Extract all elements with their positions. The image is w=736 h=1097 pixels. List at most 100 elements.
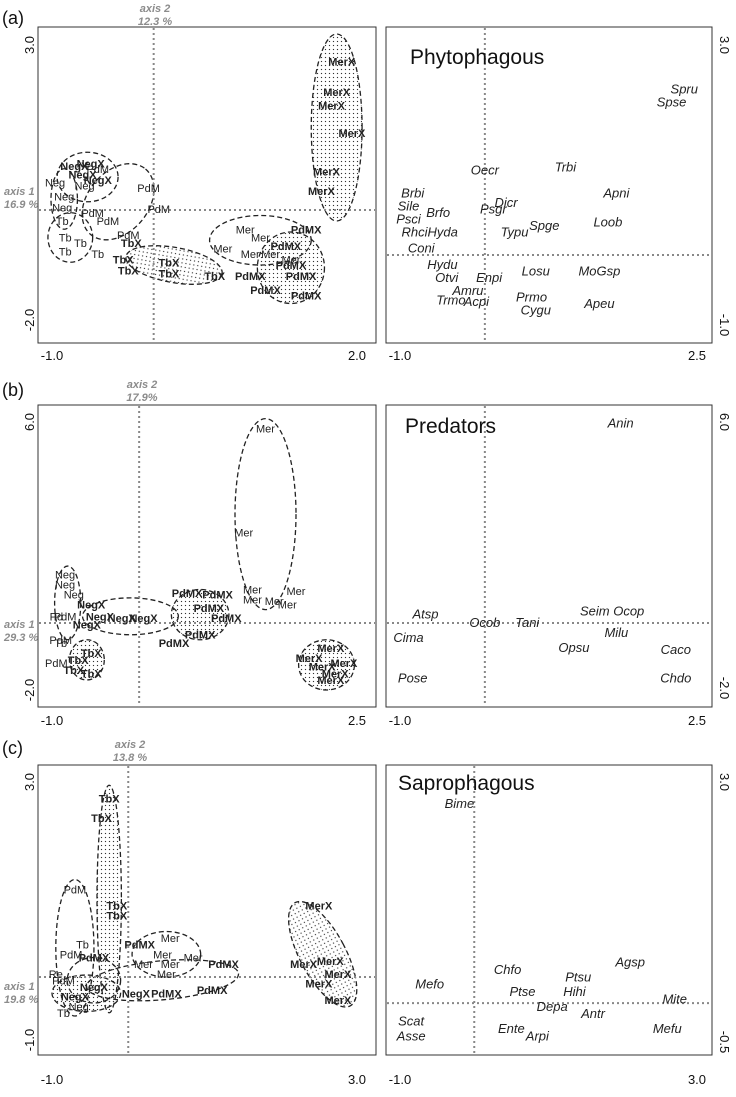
sample-label: PdMX <box>250 285 281 297</box>
sample-label: PdMX <box>197 985 228 997</box>
sample-label: MerX <box>313 167 341 179</box>
sample-label: Mer <box>234 528 253 540</box>
sample-label: Pd <box>50 611 63 623</box>
x-tick-label-max: 3.0 <box>688 1072 706 1087</box>
group-ellipse <box>55 878 95 1017</box>
sample-label: PdM <box>81 208 104 220</box>
axis2-percent: 13.8 % <box>113 752 147 764</box>
axis1-percent: 29.3 % <box>3 632 38 644</box>
sample-label: MerX <box>324 995 352 1007</box>
sample-label: Neg <box>55 569 75 581</box>
x-tick-label-min: -1.0 <box>41 713 63 728</box>
species-plot-title: Saprophagous <box>398 772 535 795</box>
group-ellipse <box>56 151 119 203</box>
x-tick-label-min: -1.0 <box>389 348 411 363</box>
sample-label: Neg <box>54 191 74 203</box>
sample-label: NegX <box>122 988 151 1000</box>
species-label: Agsp <box>614 955 645 970</box>
sample-label: Tb <box>76 940 89 952</box>
axis2-label: axis 2 <box>115 739 146 751</box>
y-tick-label-max: 6.0 <box>22 413 37 431</box>
sample-label: PdMX <box>185 630 216 642</box>
group-ellipse-dotted <box>170 588 230 641</box>
species-label: Bime <box>445 796 475 811</box>
species-label: Ente <box>498 1021 525 1036</box>
group-ellipse <box>53 565 82 641</box>
x-tick-label-max: 2.5 <box>348 713 366 728</box>
sample-label: TbX <box>121 238 142 250</box>
sample-label: MerX <box>296 653 324 665</box>
sample-label: PdM <box>45 658 68 670</box>
sample-label: Mer <box>243 595 262 607</box>
x-tick-label-min: -1.0 <box>41 1072 63 1087</box>
sample-label: MerX <box>338 128 366 140</box>
sample-label: PdMX <box>172 588 203 600</box>
plot-frame <box>385 26 713 344</box>
sample-label: TbX <box>106 901 127 913</box>
species-label: Trmo <box>436 293 465 308</box>
sample-label: NegX <box>61 992 90 1004</box>
sample-label: PdMX <box>235 271 266 283</box>
panel-label-c: (c) <box>2 738 23 758</box>
species-label: Amru <box>451 283 483 298</box>
species-label: Hydu <box>427 257 457 272</box>
sample-label: PdMX <box>211 613 242 625</box>
y-tick-label-min: -2.0 <box>22 679 37 701</box>
group-ellipse-dotted <box>310 33 363 222</box>
species-label: Depa <box>537 999 568 1014</box>
sample-label: MerX <box>317 675 345 687</box>
sample-label: Neg <box>69 1001 89 1013</box>
sample-label: MerX <box>318 101 346 113</box>
sample-label: TbX <box>63 665 84 677</box>
panel-label-a: (a) <box>2 8 24 28</box>
sample-label: PdM <box>49 635 72 647</box>
sample-label: NegX <box>108 613 137 625</box>
sample-label: NegX <box>84 175 113 187</box>
sample-label: Neg <box>64 590 84 602</box>
y-tick-label-min: -1.0 <box>22 1029 37 1051</box>
group-ellipse <box>234 417 297 611</box>
sample-label: Mer <box>265 596 284 608</box>
sample-label: Mer <box>278 600 297 612</box>
species-label: Enpi <box>476 270 503 285</box>
species-label: Antr <box>580 1006 606 1021</box>
species-label: Psci <box>396 211 422 226</box>
species-label: Arpi <box>525 1028 550 1043</box>
sample-label: NegX <box>60 161 89 173</box>
species-label: Brbi <box>401 185 425 200</box>
species-label: Ptse <box>510 984 536 999</box>
y-tick-label-max: 3.0 <box>22 773 37 791</box>
species-label: Pose <box>398 670 428 685</box>
plot-frame <box>37 404 377 708</box>
sample-label: Mer <box>261 249 280 261</box>
sample-label: Tb <box>74 238 87 250</box>
sample-label: TbX <box>118 266 139 278</box>
sample-label: PdM <box>86 164 109 176</box>
sample-label: Mer <box>134 959 153 971</box>
plot-frame <box>37 26 377 344</box>
sample-label: NegX <box>86 611 115 623</box>
sample-label: PdMX <box>159 638 190 650</box>
sample-label: MerX <box>308 186 336 198</box>
species-label: Hihi <box>563 984 587 999</box>
x-tick-label-max: 2.5 <box>688 713 706 728</box>
sample-label: PdMX <box>271 241 302 253</box>
sample-label: Tb <box>54 638 67 650</box>
species-label: Asse <box>396 1028 426 1043</box>
sample-label: PdM <box>97 216 120 228</box>
sample-label: MerX <box>309 662 337 674</box>
species-label: Loob <box>593 215 622 230</box>
axis2-label: axis 2 <box>127 379 158 391</box>
sample-label: MerX <box>328 57 356 69</box>
species-label: Apni <box>602 185 630 200</box>
sample-label: MerX <box>330 658 358 670</box>
group-ellipse <box>47 212 94 263</box>
sample-label: PdMX <box>286 271 317 283</box>
x-tick-label-max: 2.0 <box>348 348 366 363</box>
group-ellipse-dotted <box>68 639 105 681</box>
sample-label: Mer <box>256 424 275 436</box>
sample-label: PdMX <box>194 603 225 615</box>
sample-label: TbX <box>68 655 89 667</box>
group-ellipse <box>50 168 79 230</box>
